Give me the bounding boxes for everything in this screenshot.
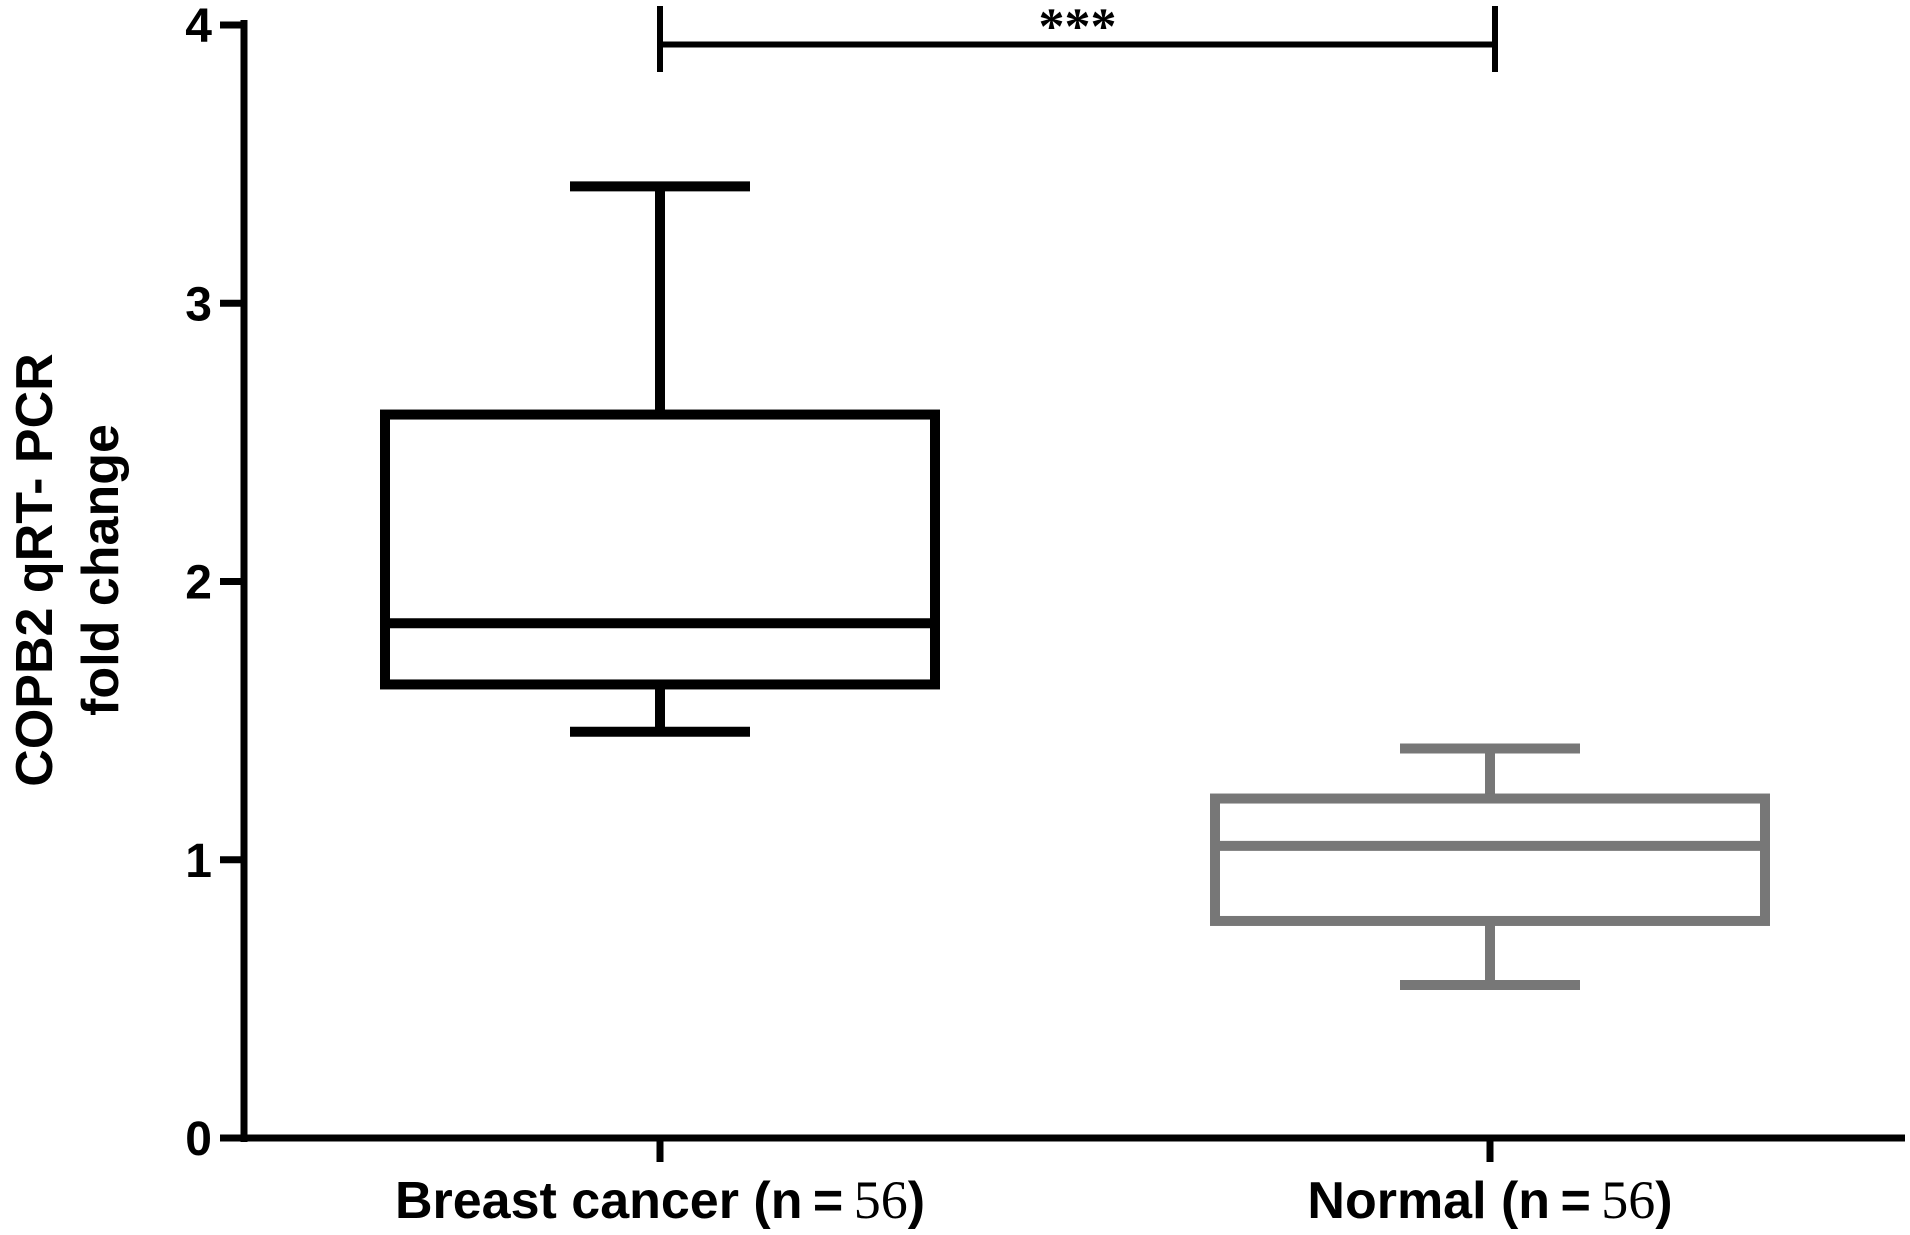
category-sample-size: 56 <box>1601 1170 1655 1230</box>
category-label-end: ) <box>908 1172 925 1230</box>
box-series <box>380 181 1770 990</box>
category-label-text: Normal (n = <box>1307 1172 1601 1230</box>
x-category-label: Breast cancer (n = 56) <box>395 1170 925 1230</box>
y-tick-label: 2 <box>185 557 212 610</box>
y-axis-title-line: COPB2 qRT- PCR <box>6 353 64 786</box>
x-category-label: Normal (n = 56) <box>1307 1170 1672 1230</box>
significance-annotation: *** <box>657 0 1498 72</box>
axes <box>220 20 1905 1162</box>
y-axis-title-line: fold change <box>72 424 130 716</box>
y-tick-label: 3 <box>185 278 212 331</box>
iqr-box <box>380 409 940 690</box>
significance-stars: *** <box>1039 0 1117 55</box>
y-tick-label: 0 <box>185 1113 212 1166</box>
category-label-end: ) <box>1655 1172 1672 1230</box>
y-tick-label: 4 <box>185 0 212 53</box>
y-tick-label: 1 <box>185 835 212 888</box>
category-label-text: Breast cancer (n = <box>395 1172 854 1230</box>
box-breast-cancer <box>380 181 940 737</box>
category-sample-size: 56 <box>854 1170 908 1230</box>
box-normal <box>1210 743 1770 990</box>
iqr-box <box>1210 793 1770 926</box>
